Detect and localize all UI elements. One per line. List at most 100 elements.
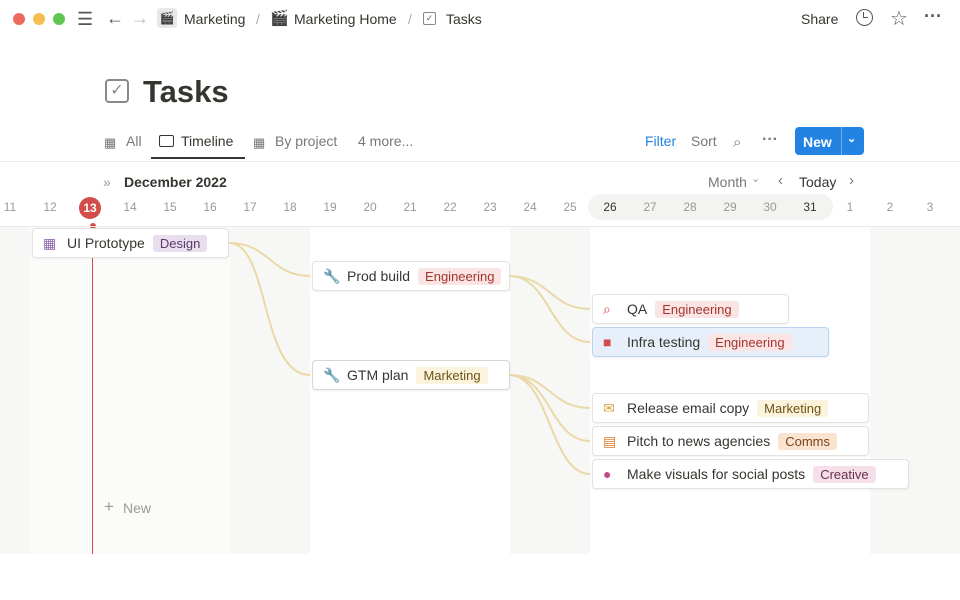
day-label: 12	[43, 200, 57, 214]
scale-select[interactable]: Month	[708, 174, 747, 190]
new-button[interactable]: New ⌄	[795, 127, 864, 155]
day-label: 15	[163, 200, 177, 214]
day-label: 30	[763, 200, 777, 214]
table-icon: ▦	[104, 135, 117, 150]
search-icon[interactable]: ⌕	[733, 134, 742, 151]
task-card[interactable]: ▤ Pitch to news agencies Comms	[592, 426, 869, 456]
next-icon[interactable]: ›	[849, 172, 854, 189]
breadcrumb-marketing-home[interactable]: Marketing Home	[294, 11, 397, 27]
collapse-icon[interactable]: »	[103, 174, 111, 190]
day-label: 21	[403, 200, 417, 214]
day-label: 18	[283, 200, 297, 214]
day-label: 22	[443, 200, 457, 214]
day-label: 3	[926, 200, 934, 214]
day-label: 27	[643, 200, 657, 214]
tab-timeline[interactable]: Timeline	[181, 133, 234, 149]
chevron-down-icon: ⌄	[751, 173, 761, 185]
back-arrow-icon[interactable]: ←	[106, 8, 124, 28]
close-window-button[interactable]	[13, 13, 25, 25]
filter-button[interactable]: Filter	[645, 133, 677, 149]
tab-by-project[interactable]: By project	[275, 133, 338, 149]
more-views-button[interactable]: 4 more...	[358, 133, 414, 149]
task-name: Release email copy	[627, 400, 750, 416]
task-name: Infra testing	[627, 334, 701, 350]
search-icon: ⌕	[603, 301, 611, 317]
tab-all[interactable]: All	[126, 133, 142, 149]
wrench-icon: 🔧	[323, 367, 341, 383]
page-title: Tasks	[143, 74, 229, 109]
task-card[interactable]: ● Make visuals for social posts Creative	[592, 459, 909, 489]
clapper-icon: 🎬	[157, 8, 177, 28]
active-tab-indicator	[151, 157, 245, 159]
chevron-down-icon[interactable]: ⌄	[847, 133, 857, 145]
more-icon[interactable]: ···	[924, 6, 942, 26]
day-label: 23	[483, 200, 497, 214]
table-icon: ▦	[253, 135, 266, 150]
jar-icon: ■	[603, 334, 612, 350]
minimize-window-button[interactable]	[33, 13, 45, 25]
day-label: 25	[563, 200, 577, 214]
star-icon[interactable]: ☆	[890, 8, 908, 30]
day-label: 28	[683, 200, 697, 214]
task-card[interactable]: ✉ Release email copy Marketing	[592, 393, 869, 423]
task-card[interactable]: 🔧 Prod build Engineering	[312, 261, 510, 291]
task-name: UI Prototype	[67, 235, 145, 251]
new-task-button[interactable]: New	[123, 500, 152, 516]
wrench-icon: 🔧	[323, 268, 341, 284]
day-label: 16	[203, 200, 217, 214]
task-tag: Design	[152, 234, 208, 252]
day-label: 20	[363, 200, 377, 214]
task-tag: Marketing	[757, 399, 829, 417]
task-name: Make visuals for social posts	[627, 466, 806, 482]
day-label: 26	[603, 200, 617, 214]
task-card[interactable]: ■ Infra testing Engineering	[592, 327, 829, 357]
day-label: 29	[723, 200, 737, 214]
task-card[interactable]: ⌕ QA Engineering	[592, 294, 789, 324]
clapper-icon: 🎬	[270, 10, 289, 27]
task-tag: Comms	[778, 432, 837, 450]
history-icon[interactable]	[856, 9, 873, 26]
task-tag: Engineering	[655, 300, 739, 318]
checkbox-icon: ✓	[423, 12, 436, 25]
day-label: 19	[323, 200, 337, 214]
task-tag: Engineering	[418, 267, 502, 285]
task-name: Pitch to news agencies	[627, 433, 771, 449]
maximize-window-button[interactable]	[53, 13, 65, 25]
day-label: 17	[243, 200, 257, 214]
envelope-icon: ✉	[603, 400, 615, 416]
task-tag: Creative	[813, 465, 876, 483]
share-button[interactable]: Share	[801, 11, 839, 27]
today-line	[92, 228, 93, 554]
day-label: 14	[123, 200, 137, 214]
task-card[interactable]: 🔧 GTM plan Marketing	[312, 360, 510, 390]
day-label: 24	[523, 200, 537, 214]
week-highlight	[588, 194, 833, 220]
task-card[interactable]: ▦ UI Prototype Design	[32, 228, 229, 258]
month-label: December 2022	[124, 174, 227, 190]
newspaper-icon: ▤	[603, 433, 617, 449]
prev-icon[interactable]: ‹	[778, 172, 783, 189]
breadcrumb-sep: /	[256, 11, 260, 27]
breadcrumb-tasks[interactable]: Tasks	[446, 11, 482, 27]
page-checkbox-icon: ✓	[105, 79, 129, 103]
task-name: QA	[627, 301, 648, 317]
task-tag: Engineering	[708, 333, 792, 351]
palette-icon: ●	[603, 466, 612, 482]
forward-arrow-icon[interactable]: →	[131, 8, 149, 28]
plus-icon[interactable]: +	[104, 497, 114, 516]
more-icon[interactable]: ···	[762, 131, 778, 148]
grid-icon: ▦	[43, 235, 57, 251]
day-label: 11	[3, 200, 17, 214]
new-button-label: New	[803, 134, 832, 150]
day-label: 31	[803, 200, 817, 214]
breadcrumb-marketing[interactable]: Marketing	[184, 11, 246, 27]
sort-button[interactable]: Sort	[691, 133, 717, 149]
menu-icon[interactable]: ☰	[77, 9, 94, 29]
task-name: Prod build	[347, 268, 411, 284]
today-marker: 13	[79, 197, 101, 219]
task-name: GTM plan	[347, 367, 409, 383]
today-button[interactable]: Today	[799, 174, 837, 190]
title-bar: ☰ ← → 🎬 Marketing / 🎬 Marketing Home / ✓…	[0, 0, 960, 38]
task-tag: Marketing	[416, 366, 488, 384]
